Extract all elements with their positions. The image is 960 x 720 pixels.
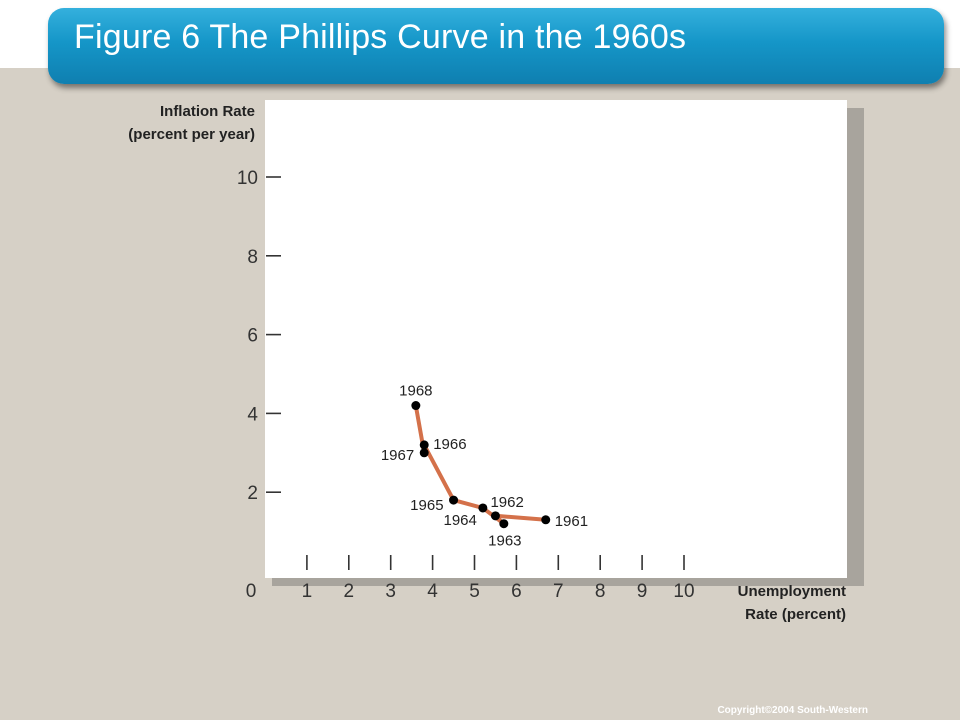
y-axis-label-group: Inflation Rate (percent per year) <box>128 103 255 143</box>
data-point-1964 <box>478 503 488 513</box>
y-tick-label: 6 <box>247 326 258 347</box>
x-tick-label: 9 <box>637 581 648 602</box>
x-axis-label-line1: Unemployment <box>738 583 846 600</box>
slide-title: Figure 6 The Phillips Curve in the 1960s <box>74 18 687 56</box>
data-point-1966 <box>419 440 429 450</box>
data-label-1968: 1968 <box>399 383 432 400</box>
y-axis-label-line2: (percent per year) <box>128 126 255 143</box>
data-point-1963 <box>499 519 509 529</box>
y-tick-label: 8 <box>247 247 258 268</box>
y-tick-label: 2 <box>247 483 258 504</box>
plot-area <box>265 100 847 578</box>
data-label-1966: 1966 <box>433 436 466 453</box>
y-tick-label: 4 <box>247 404 258 425</box>
y-tick-label: 10 <box>237 168 258 189</box>
copyright-text: Copyright©2004 South-Western <box>717 705 868 716</box>
y-axis-label-line1: Inflation Rate <box>160 103 255 120</box>
x-tick-label: 0 <box>246 581 257 602</box>
x-tick-label: 10 <box>673 581 694 602</box>
data-point-1962 <box>490 511 500 521</box>
data-label-1961: 1961 <box>555 513 588 530</box>
data-label-1965: 1965 <box>410 497 443 514</box>
data-label-1963: 1963 <box>488 533 521 550</box>
data-label-1964: 1964 <box>444 512 477 529</box>
x-tick-label: 2 <box>344 581 355 602</box>
data-point-1965 <box>449 495 459 505</box>
x-axis-label-line2: Rate (percent) <box>745 606 846 623</box>
x-tick-label: 8 <box>595 581 606 602</box>
x-tick-label: 6 <box>511 581 522 602</box>
data-label-1962: 1962 <box>490 494 523 511</box>
x-tick-label: 1 <box>302 581 313 602</box>
data-label-1967: 1967 <box>381 447 414 464</box>
x-tick-label: 3 <box>385 581 396 602</box>
x-tick-label: 5 <box>469 581 480 602</box>
data-point-1961 <box>541 515 551 525</box>
x-tick-label: 7 <box>553 581 564 602</box>
title-bar <box>48 8 944 84</box>
x-tick-label: 4 <box>427 581 438 602</box>
x-axis-label-group: Unemployment Rate (percent) <box>738 583 846 623</box>
data-point-1968 <box>411 401 421 411</box>
data-point-1967 <box>419 448 429 458</box>
